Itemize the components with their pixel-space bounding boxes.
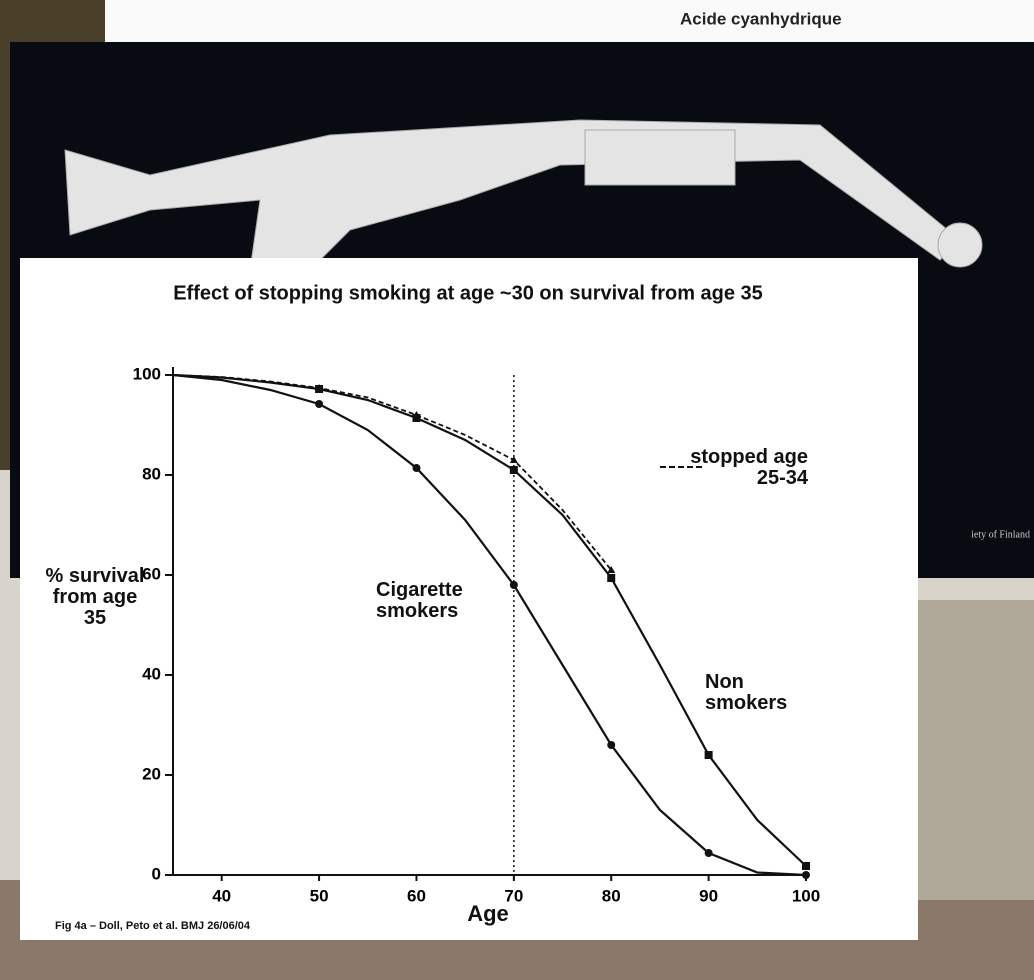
x-tick-label: 60 [407, 886, 426, 905]
stopped-label: stopped age 25-34 [690, 446, 808, 489]
top-panel [105, 0, 1034, 45]
x-tick-label: 80 [602, 886, 621, 905]
y-axis-label: % survival from age 35 [45, 565, 145, 629]
marker [509, 456, 518, 463]
x-axis-label: Age [467, 901, 509, 926]
nonsmokers-label: Non smokers [705, 671, 788, 714]
y-tick-label: 20 [142, 764, 161, 783]
x-tick-label: 100 [792, 886, 820, 905]
marker [802, 871, 810, 879]
marker [412, 464, 421, 472]
chart-panel [20, 258, 918, 940]
y-tick-label: 40 [142, 664, 161, 683]
y-tick-label: 60 [142, 564, 161, 583]
series-line [172, 373, 807, 867]
marker [607, 566, 616, 573]
smokers-label: Cigarette smokers [376, 579, 463, 622]
x-tick-label: 50 [310, 886, 329, 905]
top-caption: Acide cyanhydrique [680, 9, 842, 28]
x-tick-label: 70 [504, 886, 523, 905]
rifle-illustration [64, 119, 983, 281]
y-tick-label: 0 [152, 864, 161, 883]
marker [315, 400, 324, 408]
y-tick-label: 80 [142, 464, 161, 483]
marker [607, 741, 616, 749]
chart-title: Effect of stopping smoking at age ~30 on… [173, 282, 763, 304]
series-line [172, 374, 612, 571]
y-tick-label: 100 [133, 364, 161, 383]
marker [509, 581, 518, 589]
x-tick-label: 90 [699, 886, 718, 905]
credit: iety of Finland [971, 529, 1030, 540]
marker [607, 574, 616, 582]
marker [509, 466, 518, 474]
source: Fig 4a – Doll, Peto et al. BMJ 26/06/04 [55, 920, 251, 932]
marker [412, 411, 421, 418]
x-tick-label: 40 [212, 886, 231, 905]
marker [315, 384, 324, 391]
marker [802, 862, 810, 870]
series-line [172, 373, 807, 877]
marker [704, 751, 713, 759]
marker [704, 849, 713, 857]
